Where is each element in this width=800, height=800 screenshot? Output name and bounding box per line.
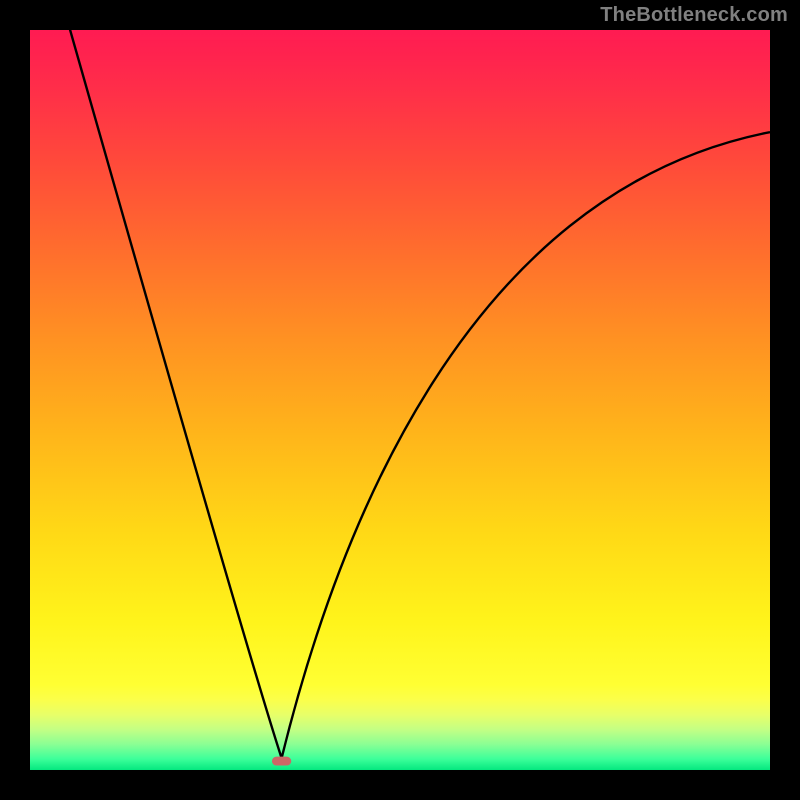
plot-background [30, 30, 770, 770]
bottleneck-chart [0, 0, 800, 800]
trough-marker [272, 757, 291, 766]
watermark-text: TheBottleneck.com [600, 4, 788, 27]
chart-container: TheBottleneck.com [0, 0, 800, 800]
